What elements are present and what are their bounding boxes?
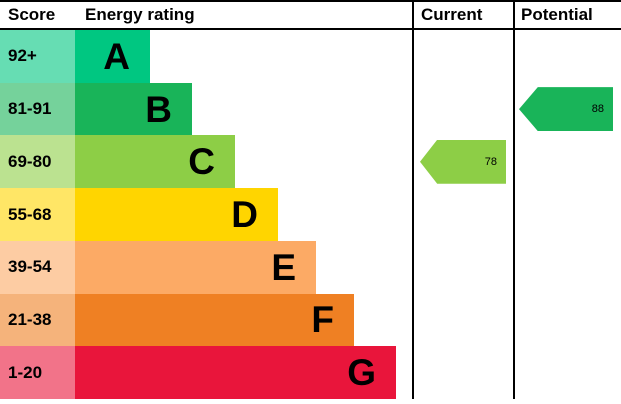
band-row-e: 39-54 E (0, 240, 621, 294)
band-letter: A (103, 35, 130, 77)
band-bar: B (75, 82, 192, 136)
band-row-b: 81-91 B (0, 82, 621, 136)
potential-column-divider (513, 0, 515, 399)
band-letter: E (271, 246, 296, 288)
band-letter: F (311, 299, 334, 341)
band-row-a: 92+ A (0, 30, 621, 83)
potential-rating-value: 88 (591, 103, 604, 116)
band-score-range: 69-80 (0, 135, 75, 189)
band-letter: B (145, 88, 172, 130)
band-score-range: 92+ (0, 30, 75, 83)
band-letter: G (347, 352, 376, 394)
energy-rating-header: Energy rating (85, 5, 195, 24)
current-column-divider (412, 0, 414, 399)
band-row-f: 21-38 F (0, 293, 621, 347)
band-score-range: 55-68 (0, 188, 75, 241)
band-row-g: 1-20 G (0, 346, 621, 400)
band-score-range: 21-38 (0, 293, 75, 347)
current-header: Current (421, 5, 483, 24)
band-score-range: 1-20 (0, 346, 75, 400)
band-bar: D (75, 188, 278, 241)
bands: 92+ A 81-91 B 69-80 C 55-68 D 39-54 (0, 30, 621, 400)
band-score-range: 81-91 (0, 82, 75, 136)
current-rating-arrow: 78 (420, 139, 506, 184)
band-score-range: 39-54 (0, 240, 75, 294)
chart-header: Score Energy rating Current Potential (0, 0, 621, 30)
band-row-d: 55-68 D (0, 188, 621, 241)
band-bar: A (75, 30, 150, 83)
band-bar: G (75, 346, 396, 400)
band-row-c: 69-80 C (0, 135, 621, 189)
band-bar: C (75, 135, 235, 189)
score-header: Score (8, 5, 56, 24)
potential-rating-arrow: 88 (519, 87, 613, 132)
band-letter: C (188, 141, 215, 183)
potential-header: Potential (521, 5, 593, 24)
band-letter: D (231, 194, 258, 236)
band-bar: F (75, 293, 354, 347)
current-rating-value: 78 (484, 155, 497, 168)
band-bar: E (75, 240, 316, 294)
